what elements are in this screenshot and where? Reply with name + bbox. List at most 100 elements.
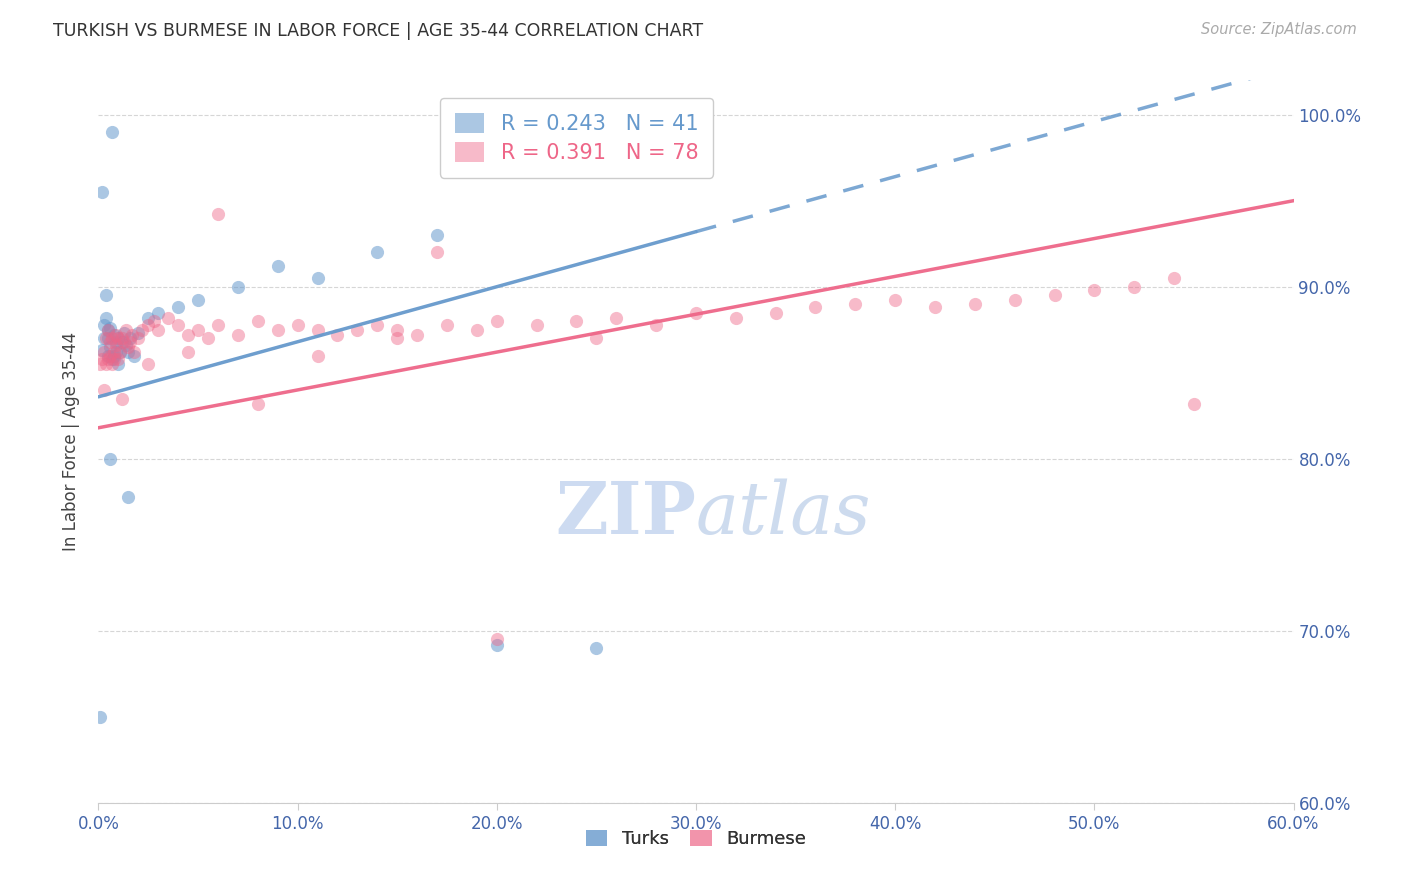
Point [366, 318, 388, 332]
Point [117, 345, 139, 359]
Point [167, 318, 190, 332]
Point [93, 383, 115, 397]
Point [101, 125, 124, 139]
Point [1182, 397, 1205, 411]
Point [112, 326, 135, 341]
Point [226, 327, 249, 342]
Point [406, 327, 429, 342]
Point [136, 318, 159, 332]
Point [107, 357, 129, 371]
Text: Source: ZipAtlas.com: Source: ZipAtlas.com [1201, 22, 1357, 37]
Point [111, 334, 134, 349]
Point [110, 345, 132, 359]
Point [765, 305, 787, 319]
Point [207, 207, 229, 221]
Point [485, 632, 508, 647]
Point [101, 351, 124, 366]
Point [107, 331, 129, 345]
Point [91, 351, 114, 366]
Point [97, 323, 120, 337]
Point [1043, 288, 1066, 302]
Point [924, 301, 946, 315]
Point [107, 331, 129, 345]
Point [97, 351, 120, 366]
Point [187, 293, 209, 308]
Point [645, 318, 668, 332]
Point [685, 305, 707, 319]
Point [804, 301, 827, 315]
Point [963, 297, 986, 311]
Point [98, 340, 122, 354]
Point [127, 331, 149, 345]
Point [103, 327, 125, 342]
Point [187, 323, 209, 337]
Point [385, 323, 409, 337]
Point [426, 228, 449, 243]
Point [127, 326, 149, 341]
Point [93, 318, 115, 332]
Point [115, 323, 138, 337]
Point [93, 331, 115, 345]
Text: TURKISH VS BURMESE IN LABOR FORCE | AGE 35-44 CORRELATION CHART: TURKISH VS BURMESE IN LABOR FORCE | AGE … [53, 22, 703, 40]
Point [267, 259, 290, 273]
Point [465, 323, 488, 337]
Point [131, 323, 153, 337]
Point [307, 271, 329, 285]
Point [98, 451, 122, 466]
Point [97, 323, 120, 337]
Point [98, 349, 122, 363]
Point [143, 314, 166, 328]
Point [111, 331, 134, 345]
Point [97, 331, 120, 345]
Point [105, 334, 128, 349]
Point [605, 310, 627, 325]
Point [110, 345, 132, 359]
Point [96, 357, 118, 371]
Point [485, 314, 508, 328]
Point [436, 318, 458, 332]
Point [307, 323, 329, 337]
Point [124, 345, 146, 359]
Point [115, 338, 138, 352]
Point [136, 357, 159, 371]
Point [101, 357, 124, 371]
Point [526, 318, 548, 332]
Point [105, 327, 128, 342]
Point [105, 338, 128, 352]
Point [226, 279, 249, 293]
Point [267, 323, 290, 337]
Point [1123, 279, 1146, 293]
Point [1163, 271, 1185, 285]
Point [105, 345, 128, 359]
Point [844, 297, 866, 311]
Point [884, 293, 907, 308]
Point [385, 331, 409, 345]
Point [96, 331, 118, 345]
Point [121, 327, 143, 342]
Y-axis label: In Labor Force | Age 35-44: In Labor Force | Age 35-44 [62, 332, 80, 551]
Point [120, 334, 142, 349]
Point [89, 357, 111, 371]
Point [287, 318, 309, 332]
Point [177, 327, 200, 342]
Point [1083, 283, 1105, 297]
Point [93, 345, 115, 359]
Point [91, 185, 114, 199]
Point [167, 301, 190, 315]
Point [101, 331, 124, 345]
Point [246, 397, 269, 411]
Point [197, 331, 219, 345]
Point [724, 310, 747, 325]
Point [103, 349, 125, 363]
Point [111, 392, 134, 406]
Point [117, 340, 139, 354]
Point [485, 638, 508, 652]
Point [585, 331, 607, 345]
Point [96, 288, 118, 302]
Point [585, 640, 607, 655]
Point [366, 245, 388, 260]
Point [136, 310, 159, 325]
Point [177, 345, 200, 359]
Point [426, 245, 449, 260]
Point [103, 345, 125, 359]
